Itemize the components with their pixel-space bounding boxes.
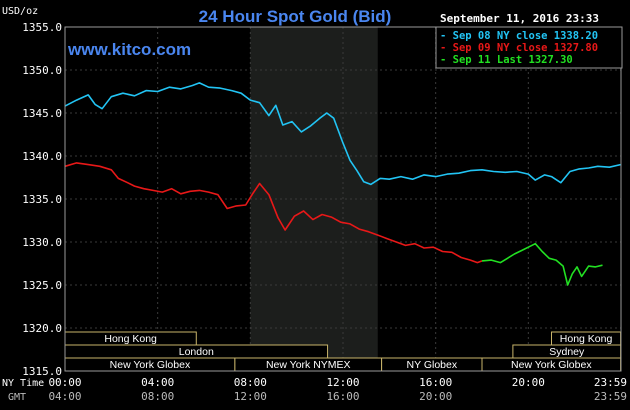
x-tick-label-gmt: 04:00 — [48, 390, 81, 403]
x-tick-label-ny: 16:00 — [419, 376, 452, 389]
x-tick-label-ny: 20:00 — [512, 376, 545, 389]
series-line — [64, 162, 483, 264]
y-tick-label: 1355.0 — [22, 21, 62, 34]
x-tick-label-gmt: 20:00 — [419, 390, 452, 403]
x-tick-label-gmt: 12:00 — [234, 390, 267, 403]
x-tick-label-ny: 08:00 — [234, 376, 267, 389]
x-tick-label-gmt: 23:59 — [594, 390, 627, 403]
plot-frame — [64, 26, 622, 372]
grid — [65, 27, 621, 371]
series-line — [64, 82, 621, 186]
x-row-label-ny: NY Time — [2, 378, 44, 389]
chart-date: September 11, 2016 23:33 — [440, 12, 599, 25]
y-tick-label: 1345.0 — [22, 107, 62, 120]
x-tick-label-ny: 23:59 — [594, 376, 627, 389]
watermark-url: www.kitco.com — [67, 40, 191, 59]
session-label: NY Globex — [407, 359, 458, 371]
x-tick-label-ny: 12:00 — [326, 376, 359, 389]
session-label: Hong Kong — [104, 333, 157, 345]
x-tick-label-gmt: 16:00 — [326, 390, 359, 403]
legend-entry: - Sep 08 NY close 1338.20 — [440, 30, 598, 42]
x-row-label-gmt: GMT — [8, 392, 26, 403]
y-tick-label: 1320.0 — [22, 322, 62, 335]
y-axis-unit: USD/oz — [2, 6, 38, 17]
session-label: New York Globex — [110, 359, 191, 371]
session-label: New York NYMEX — [266, 359, 351, 371]
shaded-period — [250, 27, 378, 371]
session-label: New York Globex — [511, 359, 592, 371]
y-axis: 1355.0 1350.0 1345.0 1340.0 1335.0 1330.0 1325… — [22, 21, 62, 378]
y-tick-label: 1335.0 — [22, 193, 62, 206]
series-lines — [64, 82, 621, 286]
x-tick-label-gmt: 08:00 — [141, 390, 174, 403]
y-tick-label: 1340.0 — [22, 150, 62, 163]
x-tick-label-ny: 04:00 — [141, 376, 174, 389]
legend-entry: - Sep 11 Last 1327.30 — [440, 54, 573, 66]
session-label: Hong Kong — [560, 333, 613, 345]
y-tick-label: 1325.0 — [22, 279, 62, 292]
session-label: London — [179, 346, 214, 358]
x-tick-label-ny: 00:00 — [48, 376, 81, 389]
legend: September 11, 2016 23:33 - Sep 08 NY clo… — [435, 12, 623, 69]
chart-title: 24 Hour Spot Gold (Bid) — [199, 7, 392, 26]
session-label: Sydney — [549, 346, 585, 358]
y-tick-label: 1315.0 — [22, 365, 62, 378]
y-tick-label: 1330.0 — [22, 236, 62, 249]
legend-box — [435, 26, 623, 69]
legend-entry: - Sep 09 NY close 1327.80 — [440, 42, 598, 54]
series-line — [481, 242, 603, 286]
y-tick-label: 1350.0 — [22, 64, 62, 77]
